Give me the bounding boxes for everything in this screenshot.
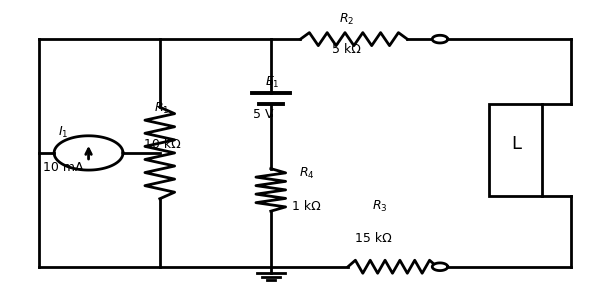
Text: $R_3$: $R_3$ xyxy=(372,199,387,214)
Bar xyxy=(488,104,542,196)
Text: $I_1$: $I_1$ xyxy=(58,125,68,140)
Text: $R_2$: $R_2$ xyxy=(339,12,355,27)
Text: 5 V: 5 V xyxy=(253,108,274,121)
Polygon shape xyxy=(432,263,447,271)
Text: L: L xyxy=(511,135,521,153)
Text: 15 kΩ: 15 kΩ xyxy=(355,232,392,245)
Text: 1 kΩ: 1 kΩ xyxy=(292,200,321,213)
Text: 10 mA: 10 mA xyxy=(43,161,83,174)
Text: $R_1$: $R_1$ xyxy=(155,101,170,116)
Polygon shape xyxy=(432,35,447,43)
Text: $R_4$: $R_4$ xyxy=(299,166,314,181)
Text: $E_1$: $E_1$ xyxy=(265,75,280,89)
Text: 5 kΩ: 5 kΩ xyxy=(333,43,361,56)
Text: 10 kΩ: 10 kΩ xyxy=(144,138,180,151)
